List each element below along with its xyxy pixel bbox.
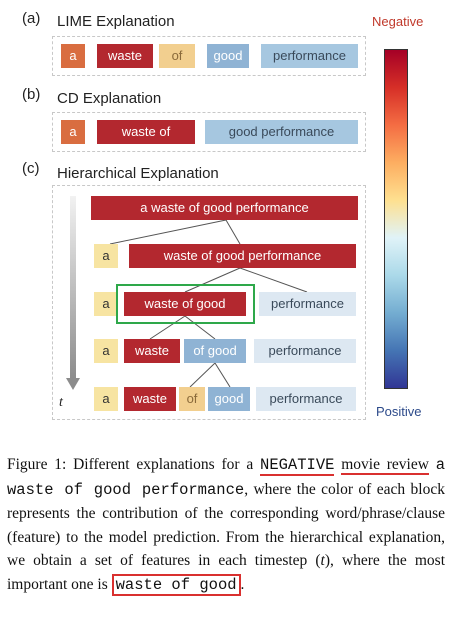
lime-token-of: of	[159, 44, 195, 68]
h-row5-waste: waste	[124, 387, 176, 411]
colorbar-negative-label: Negative	[372, 14, 424, 29]
h-row3-waste-of-good: waste of good	[124, 292, 246, 316]
caption-movie-review: movie review	[341, 456, 429, 475]
timestep-arrow	[70, 196, 76, 378]
panel-c-label: (c)	[22, 160, 40, 177]
caption-part3: ), where the most important one is	[7, 552, 446, 593]
timestep-label: t	[59, 395, 63, 410]
h-row4-of-good: of good	[184, 339, 246, 363]
cd-token-a: a	[61, 120, 85, 144]
panel-a-label: (a)	[22, 10, 41, 27]
selected-feature-box	[116, 284, 255, 324]
h-row5-of: of	[179, 387, 205, 411]
h-row2-waste-of-good-performance: waste of good performance	[129, 244, 356, 268]
cd-token-waste-of: waste of	[97, 120, 195, 144]
cd-token-good-performance: good performance	[205, 120, 358, 144]
h-row4-waste: waste	[124, 339, 180, 363]
caption-negative: NEGATIVE	[260, 456, 335, 476]
hierarchical-box	[52, 185, 366, 420]
caption-part1: Figure 1: Different explanations for a	[7, 456, 261, 473]
h-row3-performance: performance	[259, 292, 356, 316]
caption-example: a waste of good performance	[7, 456, 446, 499]
caption-space2	[429, 456, 436, 473]
h-row1-full: a waste of good performance	[91, 196, 358, 220]
colorbar-positive-label: Positive	[376, 404, 422, 419]
h-row5-a: a	[94, 387, 118, 411]
caption-t: t	[320, 552, 325, 569]
caption-end: .	[240, 575, 245, 593]
lime-token-a: a	[61, 44, 85, 68]
lime-title: LIME Explanation	[57, 13, 175, 30]
hierarchical-title: Hierarchical Explanation	[57, 165, 219, 182]
h-row4-performance: performance	[254, 339, 356, 363]
cd-box	[52, 112, 366, 152]
h-row5-good: good	[208, 387, 250, 411]
lime-token-performance: performance	[261, 44, 358, 68]
caption-important-feature: waste of good	[111, 573, 241, 596]
h-row2-a: a	[94, 244, 118, 268]
h-row3-a: a	[94, 292, 118, 316]
lime-token-good: good	[207, 44, 249, 68]
caption-part2: , where the color of each block represen…	[7, 480, 445, 570]
h-row4-a: a	[94, 339, 118, 363]
cd-title: CD Explanation	[57, 90, 162, 107]
figure-caption: Figure 1: Different explanations for a N…	[7, 453, 445, 597]
colorbar	[384, 49, 408, 389]
h-row5-performance: performance	[256, 387, 356, 411]
lime-token-waste: waste	[97, 44, 153, 68]
lime-box	[52, 36, 366, 76]
panel-b-label: (b)	[22, 86, 41, 103]
